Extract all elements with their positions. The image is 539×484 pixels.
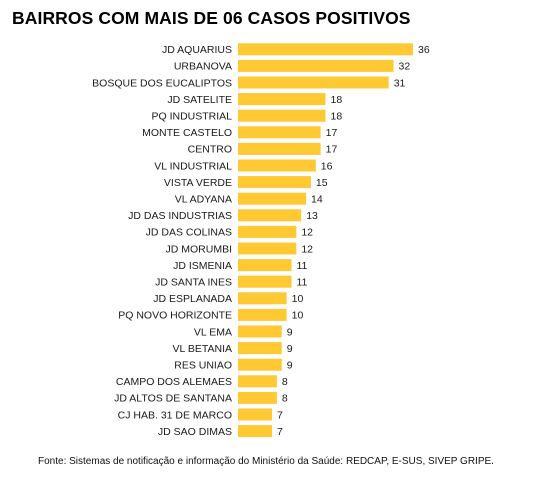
value-label: 8: [282, 393, 288, 405]
bar: [238, 325, 282, 338]
category-label: JD ALTOS DE SANTANA: [114, 393, 232, 405]
category-label: PQ NOVO HORIZONTE: [118, 310, 232, 322]
value-label: 36: [418, 44, 430, 56]
value-label: 11: [296, 277, 307, 289]
bar: [238, 192, 307, 205]
bar: [238, 109, 326, 122]
category-label: VL BETANIA: [172, 343, 232, 355]
chart-title: BAIRROS COM MAIS DE 06 CASOS POSITIVOS: [12, 8, 411, 28]
bar: [238, 225, 297, 238]
bar: [238, 159, 316, 172]
category-label: JD SATELITE: [167, 94, 232, 106]
category-label: JD AQUARIUS: [162, 44, 232, 56]
bar: [238, 308, 287, 321]
category-label: JD SANTA INES: [155, 277, 232, 289]
category-label: JD ESPLANADA: [153, 293, 232, 305]
value-label: 31: [394, 77, 406, 89]
bar: [238, 408, 273, 421]
value-label: 32: [399, 61, 411, 73]
bar: [238, 76, 389, 89]
bar: [238, 242, 297, 255]
value-label: 17: [326, 144, 338, 156]
category-label: CAMPO DOS ALEMAES: [116, 376, 232, 388]
category-label: CJ HAB. 31 DE MARCO: [118, 409, 232, 421]
bar: [238, 59, 394, 72]
bar: [238, 209, 302, 222]
category-label: JD ISMENIA: [173, 260, 232, 272]
value-label: 15: [316, 177, 328, 189]
bar: [238, 375, 277, 388]
category-label: BOSQUE DOS EUCALIPTOS: [92, 77, 232, 89]
category-label: VL EMA: [194, 326, 232, 338]
value-label: 12: [301, 243, 313, 255]
category-label: VISTA VERDE: [164, 177, 232, 189]
bar: [238, 358, 282, 371]
value-label: 16: [321, 160, 333, 172]
bar: [238, 43, 413, 56]
bar: [238, 176, 311, 189]
value-label: 7: [277, 409, 283, 421]
value-label: 18: [331, 111, 343, 123]
category-label: JD DAS COLINAS: [146, 227, 232, 239]
category-label: JD MORUMBI: [166, 243, 233, 255]
value-label: 11: [296, 260, 307, 272]
value-label: 9: [287, 360, 293, 372]
value-label: 9: [287, 326, 293, 338]
bar: [238, 126, 321, 139]
category-label: MONTE CASTELO: [142, 127, 232, 139]
value-label: 8: [282, 376, 288, 388]
value-label: 9: [287, 343, 293, 355]
bar: [238, 142, 321, 155]
bar: [238, 275, 292, 288]
bar: [238, 93, 326, 106]
category-label: VL INDUSTRIAL: [154, 160, 232, 172]
source-note: Fonte: Sistemas de notificação e informa…: [38, 456, 494, 467]
value-label: 14: [311, 194, 323, 206]
category-label: JD DAS INDUSTRIAS: [128, 210, 232, 222]
bar: [238, 425, 273, 438]
category-label: PQ INDUSTRIAL: [151, 111, 232, 123]
value-label: 12: [301, 227, 313, 239]
value-label: 17: [326, 127, 338, 139]
value-label: 13: [306, 210, 318, 222]
category-label: VL ADYANA: [175, 194, 232, 206]
bar: [238, 391, 277, 404]
category-label: JD SAO DIMAS: [158, 426, 232, 438]
value-label: 7: [277, 426, 283, 438]
bar: [238, 342, 282, 355]
bar: [238, 292, 287, 305]
value-label: 10: [292, 293, 304, 305]
category-label: RES UNIAO: [174, 360, 232, 372]
category-label: CENTRO: [188, 144, 232, 156]
category-label: URBANOVA: [174, 61, 232, 73]
value-label: 10: [292, 310, 304, 322]
value-label: 18: [331, 94, 343, 106]
bar: [238, 259, 292, 272]
